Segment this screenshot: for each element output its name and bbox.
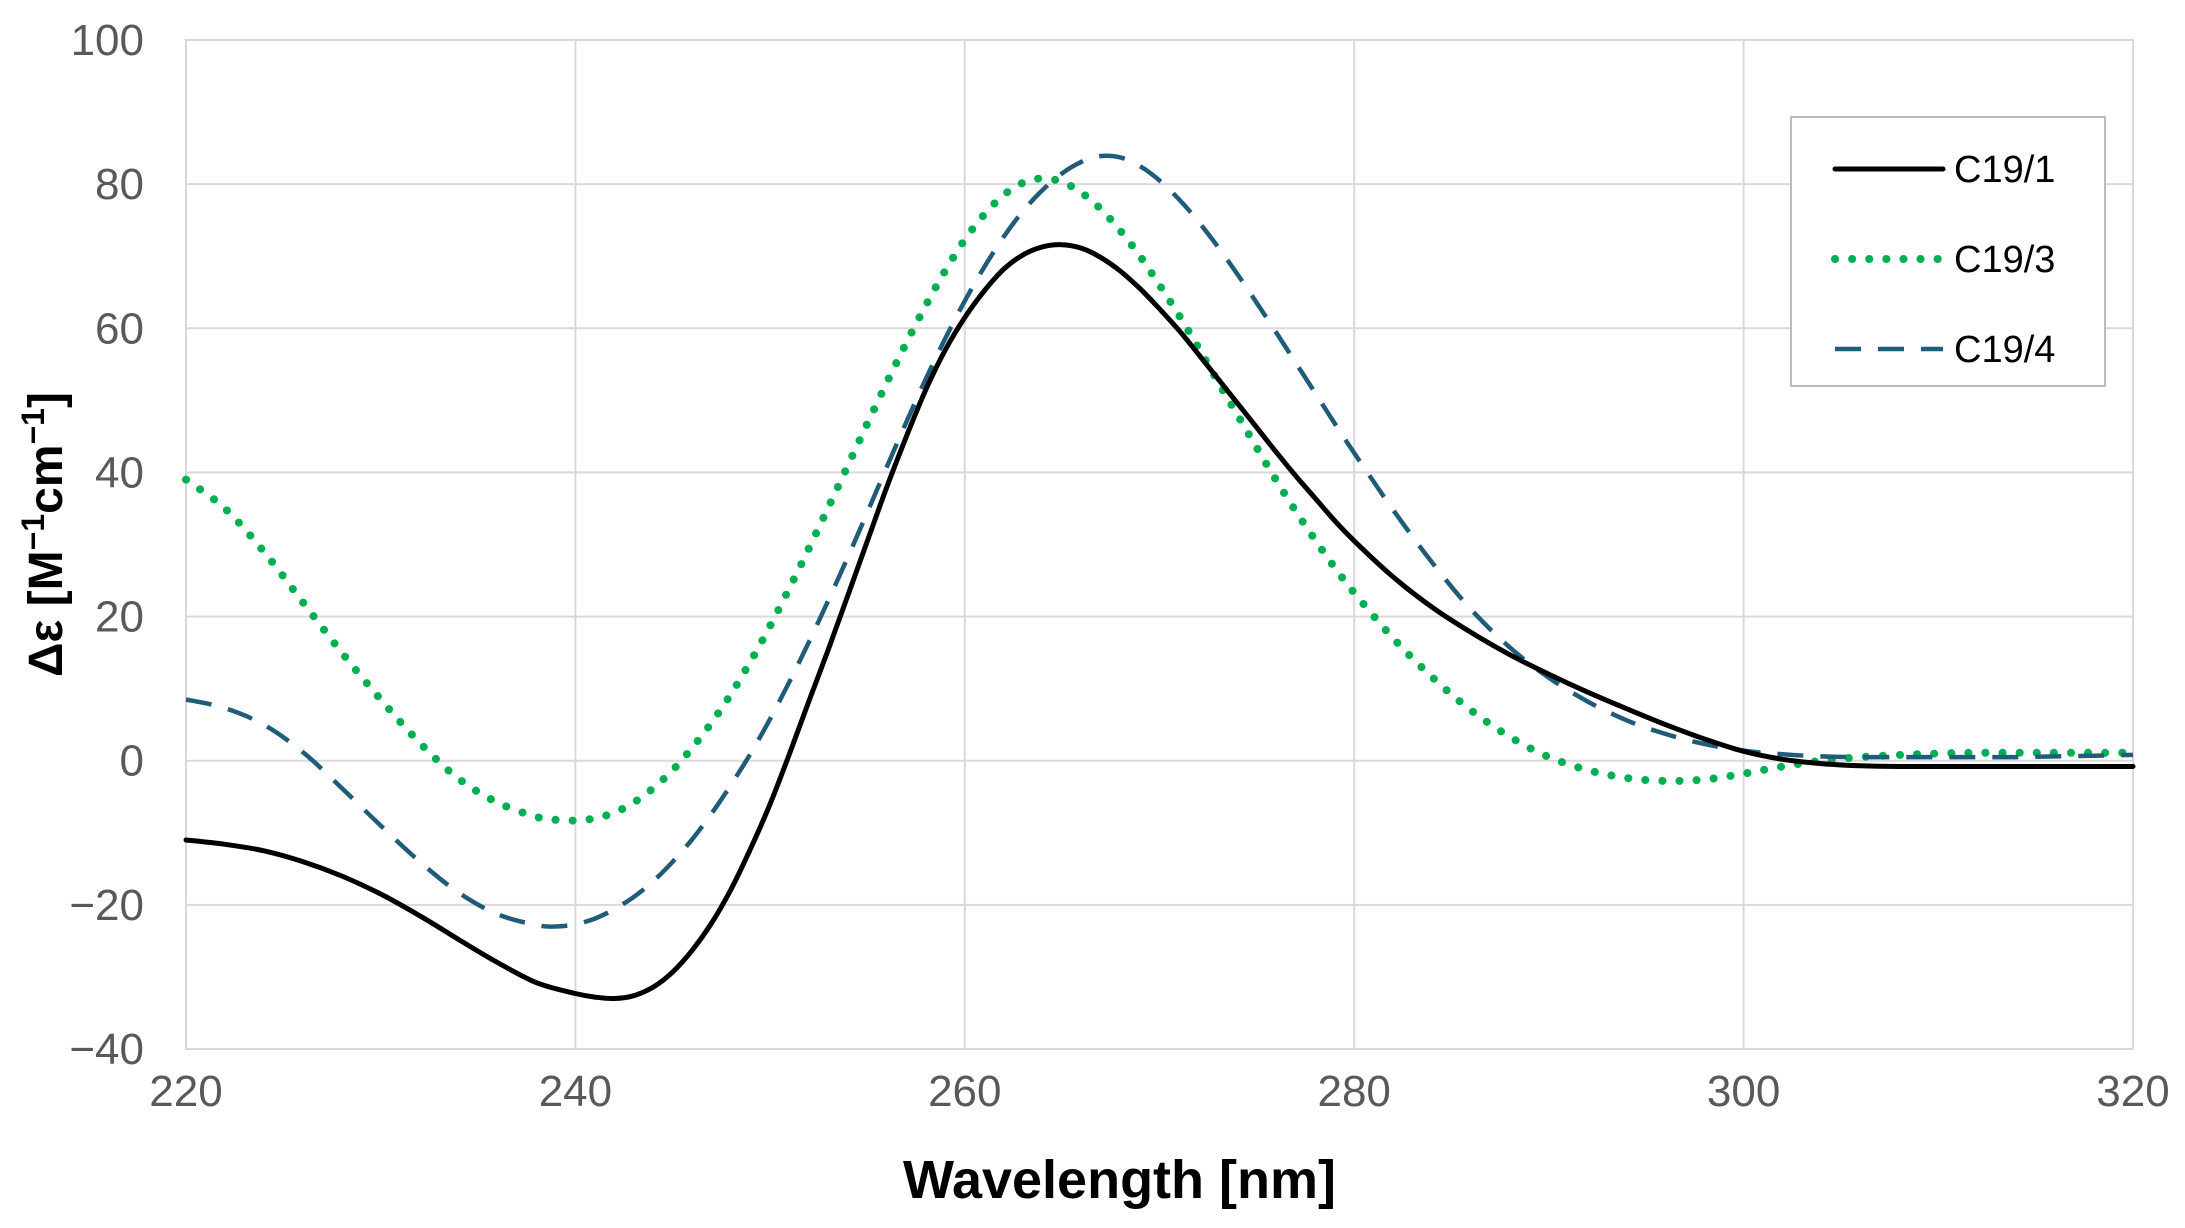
legend-label: C19/1 [1954,149,2055,191]
y-axis-title-sup2: −1 [15,408,51,444]
legend: C19/1 C19/3 C19/4 [1790,116,2106,387]
x-tick-label: 280 [1317,1067,1390,1116]
legend-label: C19/4 [1954,329,2055,371]
legend-item-c19-3: C19/3 [1831,239,2055,281]
x-tick-label: 300 [1707,1067,1780,1116]
x-tick-label: 220 [149,1067,222,1116]
y-tick-label: −20 [69,881,144,930]
series-line-c19-4 [185,153,2134,929]
x-tick-labels: 220 240 260 280 300 320 [149,1067,2169,1116]
y-tick-label: 80 [95,160,144,209]
y-tick-label: 0 [120,737,144,786]
series-layer [182,153,2137,1002]
y-tick-labels: −40 −20 0 20 40 60 80 100 [69,16,144,1074]
y-tick-label: 40 [95,448,144,497]
series-line-c19-3 [182,174,2137,825]
legend-item-c19-1: C19/1 [1832,149,2055,191]
legend-label: C19/3 [1954,239,2055,281]
x-axis-title: Wavelength [nm] [903,1150,1336,1210]
series-line-c19-1 [183,242,2136,1002]
y-axis-title-sup1: −1 [15,514,51,550]
legend-box [1790,116,2106,387]
y-tick-label: 60 [95,304,144,353]
plot-area-border [185,39,2134,1050]
x-tick-label: 320 [2096,1067,2169,1116]
y-axis-title-prefix: Δε [M [20,550,73,677]
y-axis-title: Δε [M−1cm−1] [15,392,73,677]
y-tick-label: 20 [95,593,144,642]
y-tick-label: −40 [69,1025,144,1074]
y-axis-title-suffix: ] [20,392,73,408]
x-tick-label: 240 [539,1067,612,1116]
x-tick-label: 260 [928,1067,1001,1116]
y-axis-title-mid: cm [20,445,73,514]
legend-item-c19-4: C19/4 [1835,329,2055,371]
legend-items: C19/1 C19/3 C19/4 [1831,149,2055,371]
y-tick-label: 100 [71,16,144,65]
